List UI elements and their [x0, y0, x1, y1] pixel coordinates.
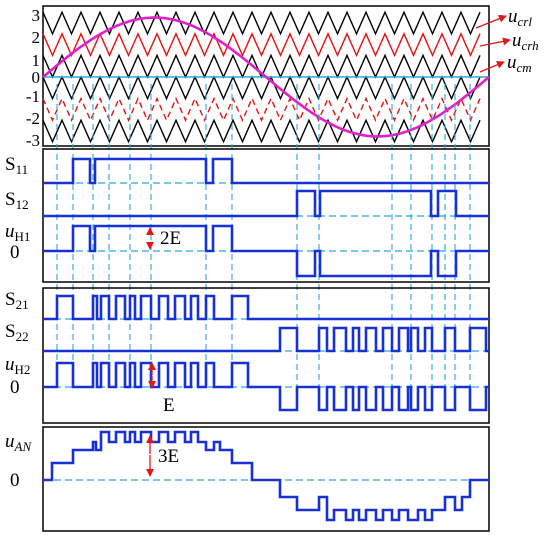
amplitude-label-3e: 3E — [158, 446, 179, 467]
label-uh2: uH2 — [5, 354, 30, 377]
legend-arrow-ucm — [479, 61, 505, 73]
s22-waveform — [43, 326, 489, 353]
carrier-band-3 — [42, 75, 481, 101]
panel2-frame — [42, 287, 490, 424]
s21-waveform — [43, 294, 489, 321]
label-uh1: uH1 — [5, 221, 30, 244]
legend-arrow-ucrl — [475, 14, 507, 29]
amplitude-label-e: E — [163, 395, 175, 416]
uh1-negative — [250, 249, 489, 278]
carrier-band-0 — [42, 10, 481, 36]
label-s21: S21 — [5, 289, 29, 312]
uh2-negative — [264, 385, 489, 412]
carrier-waves — [42, 10, 481, 144]
label-s22: S22 — [5, 321, 29, 344]
s12-waveform — [43, 189, 489, 218]
y-tick-2: 2 — [32, 28, 41, 47]
panel-h-bridge-2: S21 S22 uH2 0 E — [5, 287, 490, 424]
label-zero-3: 0 — [10, 470, 20, 491]
legend-label-ucrh: ucrh — [512, 30, 539, 53]
label-s11: S11 — [5, 154, 28, 177]
label-zero-2: 0 — [10, 377, 20, 398]
legend-label-ucrl: ucrl — [508, 6, 532, 29]
amplitude-label-2e: 2E — [160, 228, 181, 249]
y-tick-neg3: -3 — [26, 131, 40, 150]
carrier-band-4 — [42, 96, 481, 122]
label-s12: S12 — [5, 189, 29, 212]
carrier-band-5 — [42, 118, 481, 144]
carrier-band-1 — [42, 32, 481, 58]
carrier-plot: 3 2 1 0 -1 -2 -3 ucrl ucrh ucm — [26, 5, 539, 150]
y-tick-0: 0 — [32, 68, 41, 87]
panel2-waveforms — [43, 294, 489, 412]
y-tick-1: 1 — [32, 51, 41, 70]
panel1-waveforms — [43, 157, 489, 278]
uan-staircase-waveform — [43, 430, 489, 522]
modulating-wave-ucm — [42, 16, 490, 138]
label-zero-1: 0 — [10, 242, 20, 263]
uh1-positive — [43, 224, 250, 253]
legend-arrow-ucrh — [479, 37, 511, 47]
uh2-positive — [43, 361, 264, 389]
y-tick-neg1: -1 — [26, 87, 40, 106]
panel-phase-voltage: uAN 0 3E — [5, 426, 490, 532]
panel-h-bridge-1: S11 S12 uH1 0 2E — [5, 148, 490, 283]
label-uan: uAN — [5, 431, 32, 454]
y-tick-3: 3 — [32, 6, 41, 25]
y-tick-neg2: -2 — [26, 109, 40, 128]
panel3-waveforms — [43, 430, 489, 522]
legend-label-ucm: ucm — [507, 52, 532, 75]
s11-waveform — [43, 157, 489, 185]
